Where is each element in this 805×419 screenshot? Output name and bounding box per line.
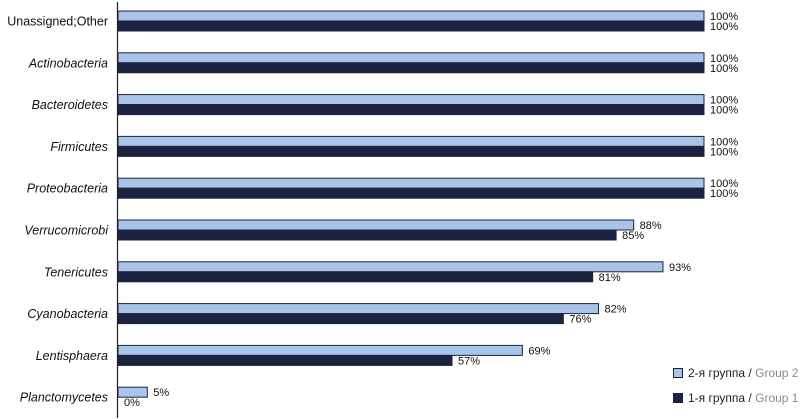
bar-group-1-actinobacteria	[117, 62, 705, 74]
value-label-group-2-bacteroidetes: 100%	[710, 95, 738, 107]
bar-group-1-tenericutes	[117, 271, 594, 283]
bar-group-2-verrucomicrobi	[117, 219, 635, 231]
bar-group-1-verrucomicrobi	[117, 229, 617, 241]
bar-group-2-proteobacteria	[117, 177, 705, 189]
value-label-group-1-proteobacteria: 100%	[710, 188, 738, 200]
bar-group-1-bacteroidetes	[117, 104, 705, 116]
category-label-verrucomicrobi: Verrucomicrobi	[24, 224, 109, 238]
category-label-bacteroidetes: Bacteroidetes	[32, 98, 108, 112]
value-label-group-2-cyanobacteria: 82%	[605, 304, 627, 316]
value-label-group-1-planctomycetes: 0%	[124, 397, 140, 409]
bar-group-2-planctomycetes	[117, 386, 148, 398]
bar-group-2-tenericutes	[117, 261, 664, 273]
value-label-group-1-cyanobacteria: 76%	[569, 314, 591, 326]
bar-group-1-firmicutes	[117, 145, 705, 157]
category-label-tenericutes: Tenericutes	[44, 265, 108, 279]
legend-label-group-1-ru: 1-я группа	[688, 391, 746, 405]
category-label-firmicutes: Firmicutes	[50, 140, 108, 154]
value-label-group-1-verrucomicrobi: 85%	[622, 230, 644, 242]
legend-swatch-group-2	[673, 368, 683, 378]
value-label-group-2-lentisphaera: 69%	[528, 345, 550, 357]
bar-group-2-bacteroidetes	[117, 94, 705, 106]
value-label-group-1-tenericutes: 81%	[599, 272, 621, 284]
bar-group-2-firmicutes	[117, 135, 705, 147]
legend-item-group-1: 1-я группа / Group 1	[673, 391, 798, 405]
value-label-group-1-actinobacteria: 100%	[710, 63, 738, 75]
value-label-group-2-unassigned-other: 100%	[710, 11, 738, 23]
category-label-unassigned-other: Unassigned;Other	[7, 15, 108, 29]
bar-group-2-lentisphaera	[117, 344, 523, 356]
legend-swatch-group-1	[673, 393, 683, 403]
legend-label-group-2-en: Group 2	[755, 366, 799, 380]
value-label-group-1-lentisphaera: 57%	[458, 355, 480, 367]
value-label-group-1-bacteroidetes: 100%	[710, 105, 738, 117]
bar-group-1-cyanobacteria	[117, 313, 564, 325]
category-label-actinobacteria: Actinobacteria	[28, 56, 108, 70]
value-label-group-2-actinobacteria: 100%	[710, 53, 738, 65]
category-label-lentisphaera: Lentisphaera	[36, 349, 108, 363]
legend-label-group-1-en: Group 1	[755, 391, 799, 405]
value-label-group-2-verrucomicrobi: 88%	[640, 220, 662, 232]
bar-group-2-cyanobacteria	[117, 303, 600, 315]
value-label-group-2-firmicutes: 100%	[710, 136, 738, 148]
legend-item-group-2: 2-я группа / Group 2	[673, 366, 798, 380]
value-label-group-2-tenericutes: 93%	[669, 262, 691, 274]
bar-group-2-unassigned-other	[117, 10, 705, 22]
value-label-group-2-planctomycetes: 5%	[153, 387, 169, 399]
bar-group-1-proteobacteria	[117, 187, 705, 199]
category-label-proteobacteria: Proteobacteria	[27, 182, 108, 196]
value-label-group-1-firmicutes: 100%	[710, 146, 738, 158]
bar-group-2-actinobacteria	[117, 52, 705, 64]
value-label-group-1-unassigned-other: 100%	[710, 21, 738, 33]
value-label-group-2-proteobacteria: 100%	[710, 178, 738, 190]
bar-group-1-unassigned-other	[117, 20, 705, 32]
category-label-planctomycetes: Planctomycetes	[20, 391, 108, 405]
bar-group-1-lentisphaera	[117, 354, 453, 366]
legend-label-group-2-ru: 2-я группа	[688, 366, 746, 380]
category-label-cyanobacteria: Cyanobacteria	[27, 307, 108, 321]
